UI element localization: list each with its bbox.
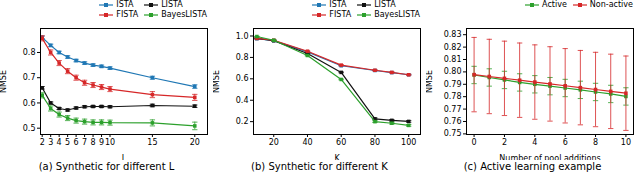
svg-text:3: 3: [48, 138, 53, 147]
svg-text:L: L: [122, 154, 127, 161]
html-text:ISTA: ISTA: [329, 0, 347, 9]
svg-text:0.80: 0.80: [444, 67, 462, 76]
svg-text:80: 80: [370, 138, 380, 147]
svg-text:20: 20: [269, 138, 279, 147]
svg-text:0.81: 0.81: [444, 55, 462, 64]
svg-text:Number of pool additions: Number of pool additions: [499, 154, 600, 161]
svg-text:8: 8: [91, 138, 96, 147]
svg-text:0.4: 0.4: [236, 96, 249, 105]
svg-text:NMSE: NMSE: [213, 70, 221, 93]
svg-text:4: 4: [532, 138, 537, 147]
html-text:(a) Synthetic for different L: (a) Synthetic for different L: [38, 161, 175, 172]
svg-text:0.83: 0.83: [444, 30, 462, 39]
html-text:Active: Active: [542, 0, 567, 9]
svg-text:5: 5: [65, 138, 70, 147]
svg-text:20: 20: [190, 138, 200, 147]
svg-text:2: 2: [40, 138, 45, 147]
svg-text:100: 100: [401, 138, 416, 147]
svg-text:0.8: 0.8: [236, 53, 249, 62]
svg-text:0: 0: [472, 138, 477, 147]
html-text:BayesLISTA: BayesLISTA: [374, 10, 420, 19]
html-text:BayesLISTA: BayesLISTA: [161, 10, 207, 19]
svg-text:0.2: 0.2: [236, 117, 249, 126]
svg-text:0.82: 0.82: [444, 43, 462, 52]
svg-text:10: 10: [105, 138, 115, 147]
svg-text:40: 40: [302, 138, 312, 147]
svg-text:0.76: 0.76: [444, 117, 462, 126]
svg-text:10: 10: [621, 138, 631, 147]
html-text:LISTA: LISTA: [161, 0, 183, 9]
svg-text:0.77: 0.77: [444, 105, 462, 114]
html-text:ISTA: ISTA: [116, 0, 134, 9]
html-text:FISTA: FISTA: [329, 10, 352, 19]
html-text:LISTA: LISTA: [374, 0, 396, 9]
html-text:(b) Synthetic for different K: (b) Synthetic for different K: [251, 161, 388, 172]
svg-text:0.5: 0.5: [23, 124, 36, 133]
svg-text:0.75: 0.75: [444, 129, 462, 138]
svg-text:K: K: [334, 154, 340, 161]
svg-text:NMSE: NMSE: [426, 70, 434, 93]
html-text:FISTA: FISTA: [116, 10, 139, 19]
svg-text:9: 9: [99, 138, 104, 147]
svg-text:6: 6: [74, 138, 79, 147]
svg-text:4: 4: [57, 138, 62, 147]
svg-text:1.0: 1.0: [236, 32, 249, 41]
svg-text:15: 15: [147, 138, 157, 147]
svg-text:0.78: 0.78: [444, 92, 462, 101]
svg-text:0.6: 0.6: [23, 99, 36, 108]
svg-text:NMSE: NMSE: [0, 70, 8, 93]
svg-text:6: 6: [563, 138, 568, 147]
svg-text:7: 7: [82, 138, 87, 147]
svg-text:0.6: 0.6: [236, 74, 249, 83]
svg-text:60: 60: [336, 138, 346, 147]
html-text:Non-active: Non-active: [589, 0, 633, 9]
svg-text:2: 2: [502, 138, 507, 147]
html-text:(c) Active learning example: (c) Active learning example: [463, 161, 602, 172]
svg-text:0.8: 0.8: [23, 48, 36, 57]
svg-text:0.7: 0.7: [23, 73, 36, 82]
svg-text:8: 8: [593, 138, 598, 147]
svg-text:0.79: 0.79: [444, 80, 462, 89]
